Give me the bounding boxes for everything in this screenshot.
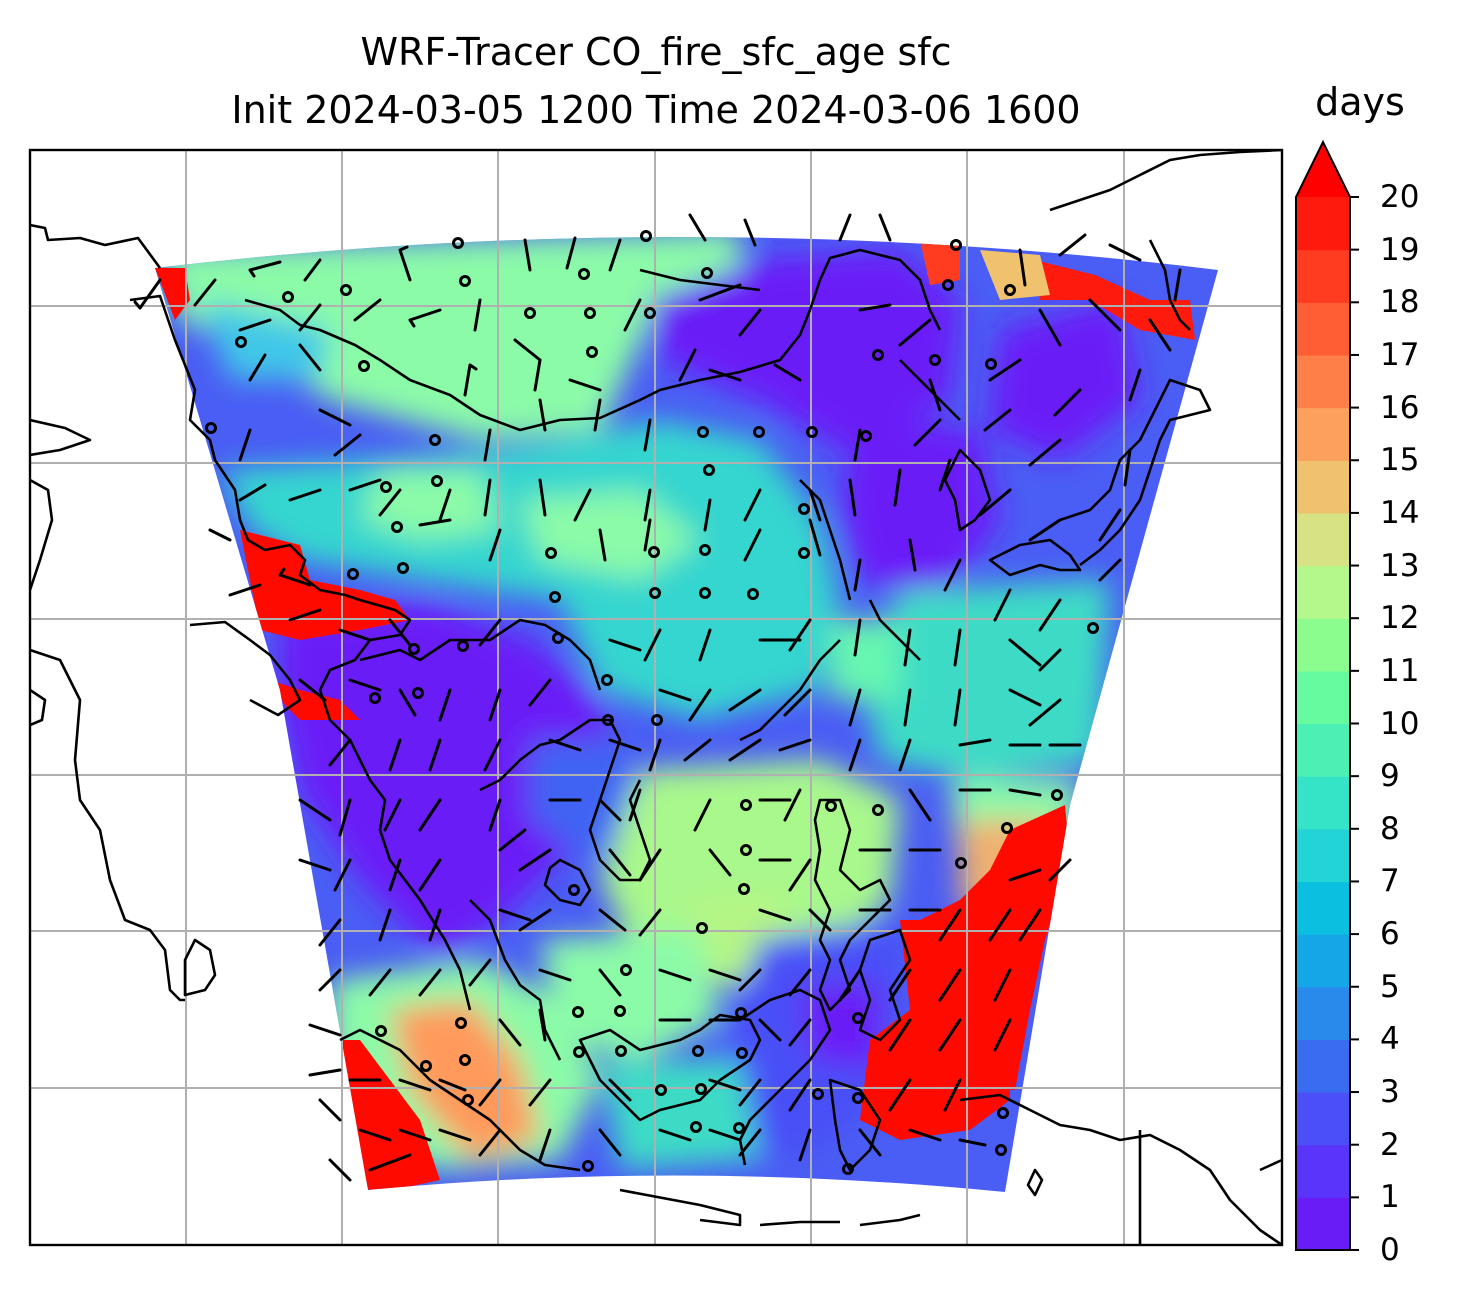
colorbar-tick-label: 1 xyxy=(1380,1179,1400,1216)
colorbar-segment xyxy=(1296,1039,1350,1093)
colorbar-segment xyxy=(1296,565,1350,619)
colorbar xyxy=(1295,139,1359,1251)
colorbar-tick-label: 3 xyxy=(1380,1074,1400,1111)
calm-circles xyxy=(205,230,1099,1175)
colorbar-tick-label: 2 xyxy=(1380,1126,1400,1163)
colorbar-tick-label: 6 xyxy=(1380,916,1400,953)
title-line-1: WRF-Tracer CO_fire_sfc_age sfc xyxy=(360,30,952,74)
colorbar-segment xyxy=(1296,828,1350,883)
colorbar-tick-label: 9 xyxy=(1380,758,1400,795)
map-frame xyxy=(28,148,1284,1247)
gridlines xyxy=(30,150,1282,1245)
colorbar-tick-label: 16 xyxy=(1380,389,1420,426)
wind-barbs xyxy=(133,213,1182,1182)
colorbar-segment xyxy=(1296,776,1350,830)
colorbar-unit-label: days xyxy=(1315,80,1405,124)
colorbar-tick-label: 13 xyxy=(1380,547,1420,584)
colorbar-extend-arrow xyxy=(1296,142,1350,197)
colorbar-segment xyxy=(1296,670,1350,725)
colorbar-tick-label: 11 xyxy=(1380,652,1420,689)
colorbar-segment xyxy=(1296,249,1350,303)
colorbar-tick-label: 12 xyxy=(1380,600,1420,637)
colorbar-segment xyxy=(1296,302,1350,356)
colorbar-segment xyxy=(1296,1144,1350,1198)
colorbar-segment xyxy=(1296,460,1350,514)
colorbar-segment xyxy=(1296,1092,1350,1146)
coastlines xyxy=(30,150,1282,1245)
colorbar-tick-label: 5 xyxy=(1380,968,1400,1005)
colorbar-tick-label: 8 xyxy=(1380,810,1400,847)
colorbar-segment xyxy=(1296,407,1350,461)
colorbar-tick-label: 0 xyxy=(1380,1232,1400,1268)
colorbar-outline xyxy=(1295,139,1351,1251)
colorbar-segment xyxy=(1296,881,1350,935)
title-line-2: Init 2024-03-05 1200 Time 2024-03-06 160… xyxy=(231,88,1081,132)
colorbar-tick-label: 20 xyxy=(1380,179,1420,215)
colorbar-segment xyxy=(1296,1197,1350,1251)
colorbar-tick-label: 14 xyxy=(1380,494,1420,531)
colorbar-tick-label: 10 xyxy=(1380,705,1420,742)
colorbar-tick-label: 4 xyxy=(1380,1021,1400,1058)
colorbar-tick-label: 15 xyxy=(1380,442,1420,479)
colorbar-tick-label: 18 xyxy=(1380,284,1420,321)
colorbar-segment xyxy=(1296,986,1350,1040)
colorbar-tick-label: 17 xyxy=(1380,336,1420,373)
colorbar-segment xyxy=(1296,618,1350,672)
colorbar-segment xyxy=(1296,197,1350,251)
colorbar-segment xyxy=(1296,934,1350,988)
colorbar-tick-label: 7 xyxy=(1380,863,1400,900)
colorbar-segment xyxy=(1296,354,1350,409)
colorbar-segment xyxy=(1296,512,1350,567)
colorbar-segment xyxy=(1296,723,1350,777)
colorbar-tick-label: 19 xyxy=(1380,231,1420,268)
